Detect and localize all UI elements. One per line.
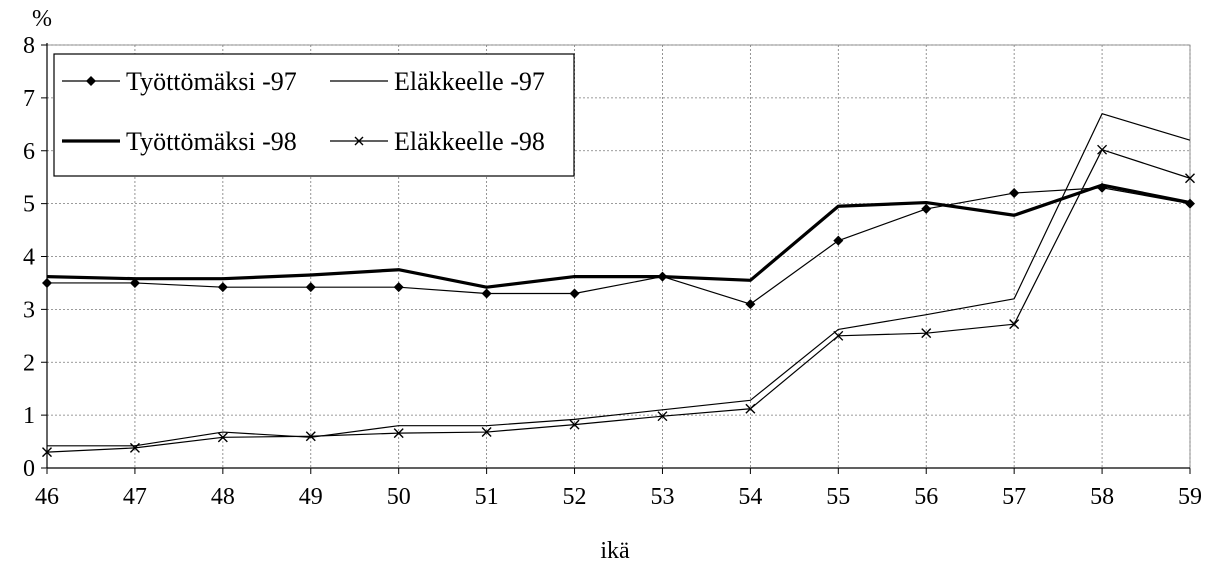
data-point-elakkeelle-98 bbox=[1185, 173, 1195, 184]
x-tick-label: 52 bbox=[563, 484, 587, 510]
legend: Työttömäksi -97 Eläkkeelle -97 Työttömäk… bbox=[53, 53, 575, 177]
y-tick-label: 5 bbox=[23, 192, 35, 218]
data-point-tyottomaksi-97 bbox=[393, 282, 404, 293]
y-tick-label: 0 bbox=[23, 456, 35, 482]
x-tick-label: 58 bbox=[1090, 484, 1114, 510]
x-tick-label: 54 bbox=[738, 484, 762, 510]
series-elakkeelle-97 bbox=[47, 113, 1191, 447]
y-tick-label: 1 bbox=[23, 403, 35, 429]
y-tick-label: 6 bbox=[23, 139, 35, 165]
y-tick-label: 3 bbox=[23, 297, 35, 323]
legend-diamond-marker bbox=[86, 76, 96, 86]
data-point-elakkeelle-98 bbox=[217, 432, 228, 443]
y-tick-label: 4 bbox=[23, 245, 35, 271]
data-point-elakkeelle-98 bbox=[657, 411, 668, 422]
x-tick-label: 57 bbox=[1002, 484, 1026, 510]
data-point-tyottomaksi-97 bbox=[217, 282, 228, 293]
x-tick-label: 56 bbox=[914, 484, 938, 510]
data-point-elakkeelle-98 bbox=[921, 328, 932, 339]
series-lines bbox=[42, 113, 1195, 458]
legend-box bbox=[53, 53, 575, 177]
data-point-elakkeelle-98 bbox=[42, 447, 52, 458]
data-point-tyottomaksi-97 bbox=[305, 282, 316, 293]
series-tyottomaksi-97 bbox=[42, 182, 1195, 310]
series-line-tyottomaksi-97 bbox=[47, 187, 1191, 305]
data-point-tyottomaksi-97 bbox=[1009, 188, 1020, 199]
legend-item-elakkeelle-98: Eläkkeelle -98 bbox=[330, 127, 545, 156]
data-point-elakkeelle-98 bbox=[1097, 144, 1108, 155]
data-point-tyottomaksi-97 bbox=[745, 299, 756, 310]
data-point-tyottomaksi-97 bbox=[833, 235, 844, 246]
data-point-elakkeelle-98 bbox=[393, 428, 404, 439]
y-axis-unit-label: % bbox=[32, 6, 52, 32]
data-point-elakkeelle-98 bbox=[305, 431, 316, 442]
x-tick-label: 46 bbox=[35, 484, 59, 510]
data-point-tyottomaksi-97 bbox=[921, 203, 932, 214]
x-tick-label: 49 bbox=[299, 484, 323, 510]
legend-label-tyottomaksi-97: Työttömäksi -97 bbox=[126, 67, 297, 96]
series-tyottomaksi-98 bbox=[46, 183, 1191, 289]
x-tick-label: 51 bbox=[475, 484, 499, 510]
data-point-elakkeelle-98 bbox=[569, 419, 580, 430]
legend-item-elakkeelle-97: Eläkkeelle -97 bbox=[330, 67, 545, 96]
series-elakkeelle-98 bbox=[42, 144, 1195, 458]
y-tick-label: 7 bbox=[23, 86, 35, 112]
legend-cross-marker bbox=[354, 136, 364, 146]
x-axis-title: ikä bbox=[600, 538, 630, 564]
series-line-elakkeelle-97 bbox=[47, 113, 1191, 447]
data-point-elakkeelle-98 bbox=[833, 330, 844, 341]
data-point-tyottomaksi-97 bbox=[481, 288, 492, 299]
x-tick-label: 48 bbox=[211, 484, 235, 510]
legend-item-tyottomaksi-98: Työttömäksi -98 bbox=[62, 127, 297, 156]
x-tick-label: 59 bbox=[1178, 484, 1202, 510]
x-tick-label: 55 bbox=[826, 484, 850, 510]
data-point-tyottomaksi-97 bbox=[1185, 198, 1195, 209]
y-tick-label: 8 bbox=[23, 33, 35, 59]
data-point-tyottomaksi-97 bbox=[42, 277, 52, 288]
legend-item-tyottomaksi-97: Työttömäksi -97 bbox=[62, 67, 297, 96]
data-point-elakkeelle-98 bbox=[1009, 319, 1020, 330]
data-point-tyottomaksi-97 bbox=[129, 277, 140, 288]
x-tick-label: 53 bbox=[650, 484, 674, 510]
legend-label-tyottomaksi-98: Työttömäksi -98 bbox=[126, 127, 297, 156]
x-tick-label: 47 bbox=[123, 484, 147, 510]
data-point-elakkeelle-98 bbox=[745, 403, 756, 414]
series-line-tyottomaksi-98 bbox=[46, 183, 1191, 289]
x-tick-label: 50 bbox=[387, 484, 411, 510]
legend-label-elakkeelle-97: Eläkkeelle -97 bbox=[394, 67, 545, 96]
series-line-elakkeelle-98 bbox=[46, 149, 1191, 453]
y-tick-label: 2 bbox=[23, 350, 35, 376]
data-point-elakkeelle-98 bbox=[481, 427, 492, 438]
data-point-elakkeelle-98 bbox=[129, 442, 140, 453]
legend-label-elakkeelle-98: Eläkkeelle -98 bbox=[394, 127, 545, 156]
data-point-tyottomaksi-97 bbox=[569, 288, 580, 299]
